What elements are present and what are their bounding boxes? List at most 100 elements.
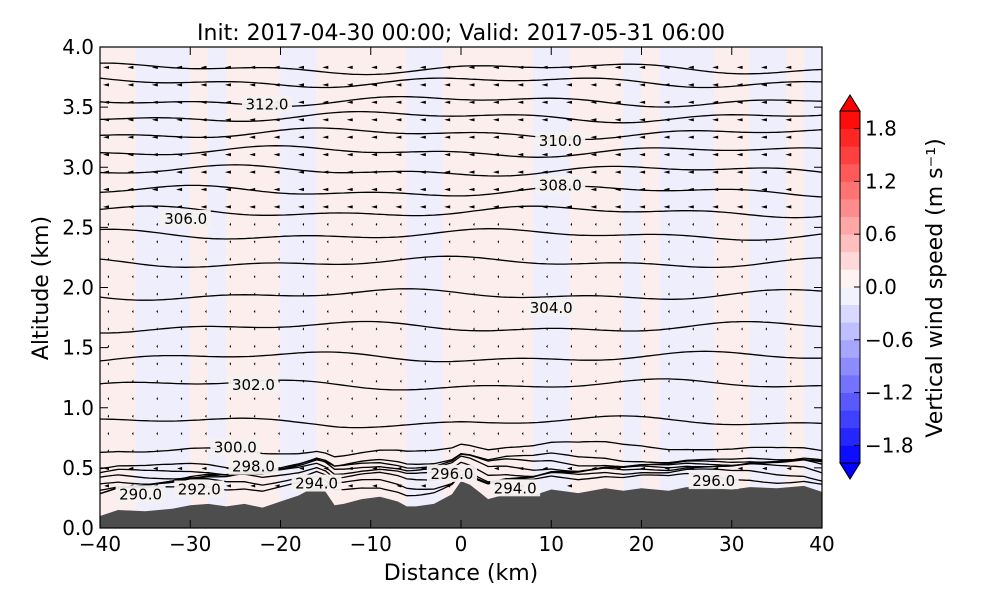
wind-vector (594, 309, 597, 314)
wind-vector (473, 309, 475, 314)
x-tick-label: 40 (809, 532, 834, 556)
wind-vector (229, 275, 231, 279)
wind-vector (448, 327, 451, 331)
wind-vector (692, 379, 694, 383)
contour-label-bg (535, 131, 586, 149)
wind-field-column (515, 47, 534, 528)
wind-vector (716, 309, 719, 314)
wind-vector (716, 344, 719, 348)
wind-vector (200, 118, 207, 122)
wind-vector (712, 100, 719, 104)
wind-vector (668, 222, 670, 226)
wind-field-column (497, 47, 516, 528)
wind-vector (224, 118, 231, 122)
wind-vector (741, 344, 743, 348)
wind-vector (399, 379, 402, 383)
wind-vector (517, 205, 524, 209)
wind-vector (663, 100, 670, 104)
contour-label-bg (174, 480, 225, 498)
wind-vector (351, 240, 353, 244)
wind-vector (741, 449, 743, 453)
wind-vector (716, 449, 719, 453)
wind-vector (156, 309, 158, 314)
wind-vector (273, 170, 280, 174)
wind-vector (107, 344, 109, 348)
plot-area: 312.0 310.0 308.0 306.0 304.0 302.0 300.0 298.0… (100, 47, 822, 528)
wind-vector (424, 449, 426, 453)
wind-vector (497, 344, 499, 348)
wind-vector (741, 379, 743, 383)
wind-vector (424, 432, 426, 436)
wind-vector (668, 397, 670, 401)
wind-vector (518, 466, 524, 471)
wind-vector (692, 275, 694, 279)
wind-vector (151, 83, 158, 87)
wind-vector (712, 118, 719, 122)
wind-vector (151, 205, 158, 209)
wind-vector (716, 379, 719, 383)
wind-vector (444, 205, 451, 209)
wind-vector (668, 257, 670, 261)
wind-vector (375, 222, 378, 226)
wind-vector (201, 466, 207, 471)
wind-vector (323, 466, 329, 471)
wind-vector (566, 100, 572, 104)
wind-vector (399, 292, 402, 296)
wind-vector (542, 466, 548, 471)
y-tick-label: 1.0 (62, 396, 94, 420)
wind-vector (224, 135, 231, 139)
wind-vector (205, 240, 207, 244)
wind-vector (205, 449, 207, 453)
wind-vector (302, 275, 304, 279)
wind-vector (785, 118, 792, 122)
wind-vector (107, 397, 109, 401)
wind-vector (322, 83, 329, 87)
wind-vector (594, 449, 597, 453)
wind-vector (765, 222, 767, 226)
wind-vector (107, 240, 109, 244)
wind-vector (131, 240, 134, 244)
wind-vector (445, 484, 451, 488)
wind-vector (765, 362, 767, 366)
wind-vector (205, 362, 207, 366)
wind-vector (741, 222, 743, 226)
wind-vector (176, 153, 183, 157)
wind-vector (546, 379, 548, 383)
wind-vector (668, 432, 670, 436)
wind-vector (741, 309, 743, 314)
wind-vector (229, 222, 231, 226)
wind-vector (278, 362, 280, 366)
wind-vector (249, 118, 256, 122)
wind-vector (372, 484, 378, 488)
isentrope-line (100, 228, 822, 241)
isentrope-line (100, 164, 822, 177)
wind-vector (789, 327, 792, 331)
wind-field-column (533, 47, 552, 528)
wind-vector (205, 275, 207, 279)
wind-vector (448, 379, 451, 383)
wind-vector (687, 118, 694, 122)
isentrope-line (100, 77, 822, 89)
wind-vector (521, 257, 524, 261)
wind-vector (205, 344, 207, 348)
wind-field-column (749, 47, 769, 528)
wind-vector (253, 275, 256, 279)
wind-vector (643, 309, 646, 314)
colorbar-segment (840, 322, 860, 341)
wind-vector (741, 240, 743, 244)
wind-vector (785, 100, 792, 104)
colorbar-segment (840, 128, 860, 147)
wind-vector (399, 275, 402, 279)
wind-vector (570, 257, 572, 261)
wind-field-column (172, 47, 191, 528)
wind-vector (424, 397, 426, 401)
wind-vector (473, 397, 475, 401)
wind-vector (298, 205, 304, 209)
wind-vector (104, 484, 109, 488)
wind-vector (200, 205, 207, 209)
contour-label-bg (228, 375, 279, 393)
wind-vector (468, 153, 475, 157)
wind-vector (785, 170, 792, 174)
wind-vector (107, 449, 109, 453)
